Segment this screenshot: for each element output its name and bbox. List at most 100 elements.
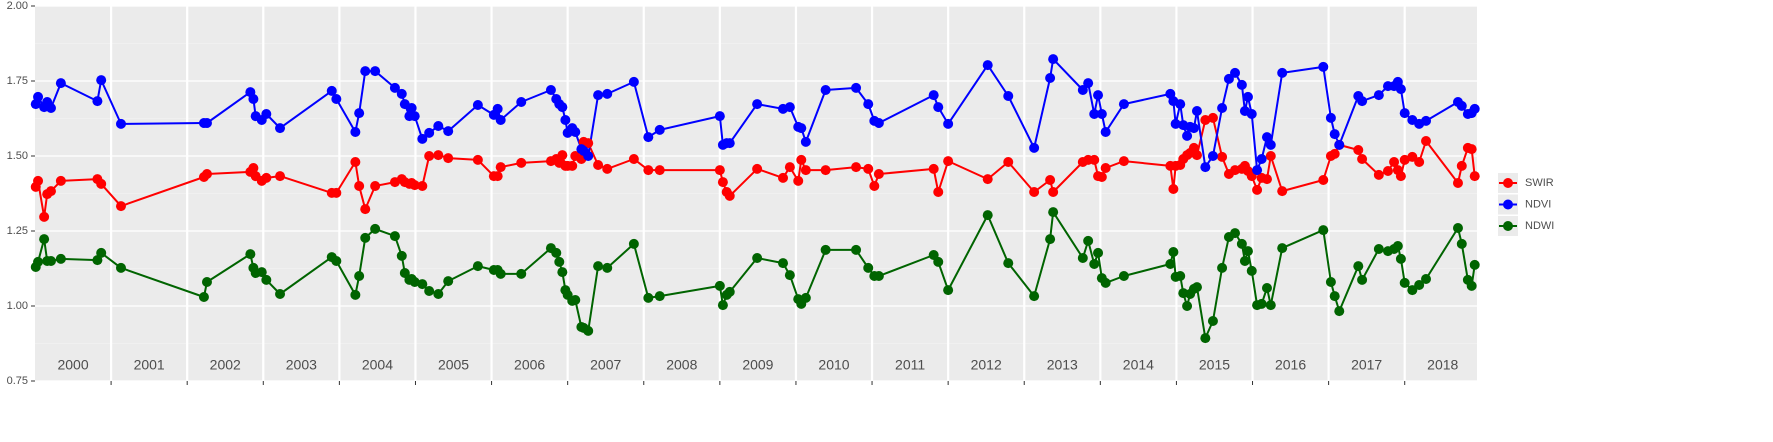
data-point (1200, 162, 1211, 173)
data-point (851, 244, 862, 255)
data-point (784, 270, 795, 281)
data-point (1265, 300, 1276, 311)
data-point (201, 118, 212, 128)
data-point (495, 268, 506, 279)
data-point (495, 162, 506, 173)
data-point (1230, 67, 1241, 78)
data-point (796, 154, 807, 165)
data-point (1329, 129, 1340, 140)
data-point (389, 82, 400, 93)
data-point (1414, 157, 1425, 167)
data-point (557, 102, 568, 113)
data-point (1168, 247, 1179, 257)
data-point (326, 85, 337, 96)
data-point (1452, 223, 1463, 233)
data-point (1382, 166, 1393, 176)
data-point (1246, 265, 1257, 276)
data-point (1003, 157, 1014, 167)
data-point (1373, 244, 1384, 254)
data-point (1093, 90, 1104, 101)
data-point (55, 253, 66, 264)
data-point (570, 295, 581, 305)
data-point (851, 162, 862, 173)
legend-marker (1503, 221, 1513, 231)
data-point (800, 136, 811, 147)
data-point (331, 94, 342, 104)
data-point (417, 279, 428, 290)
data-point (433, 289, 444, 299)
data-point (1236, 238, 1247, 249)
legend-label: SWIR (1525, 177, 1554, 189)
data-point (567, 160, 578, 171)
data-point (1265, 139, 1276, 150)
data-point (1165, 259, 1176, 269)
data-point (443, 276, 454, 287)
data-point (1089, 109, 1100, 119)
data-point (1256, 154, 1267, 164)
data-point (928, 163, 939, 174)
data-point (593, 261, 604, 272)
data-point (873, 271, 884, 281)
data-point (1096, 109, 1107, 119)
year-label: 2008 (666, 357, 697, 373)
data-point (472, 100, 483, 110)
data-point (1329, 291, 1340, 302)
data-point (96, 247, 107, 258)
data-point (1318, 175, 1329, 185)
data-point (724, 286, 735, 297)
data-point (55, 175, 66, 186)
data-point (433, 150, 444, 161)
y-tick-label: 1.75 (7, 75, 28, 87)
data-point (275, 289, 286, 299)
data-point (516, 157, 527, 168)
data-point (1407, 151, 1418, 162)
data-point (1353, 261, 1364, 272)
data-point (45, 256, 56, 266)
data-point (417, 133, 428, 144)
data-point (1217, 103, 1228, 113)
data-point (551, 247, 562, 258)
data-point (1373, 90, 1384, 101)
data-point (1089, 259, 1100, 269)
data-point (389, 231, 400, 242)
data-point (261, 109, 272, 119)
data-point (39, 211, 50, 222)
data-point (1357, 154, 1368, 164)
data-point (198, 292, 209, 302)
data-point (350, 289, 361, 300)
data-point (778, 172, 789, 183)
data-point (1100, 277, 1111, 288)
data-point (1395, 84, 1406, 95)
data-point (1318, 61, 1329, 72)
data-point (943, 118, 954, 129)
data-point (1100, 163, 1111, 173)
data-point (628, 238, 639, 249)
data-point (1175, 99, 1186, 110)
data-point (778, 258, 789, 269)
data-point (1168, 184, 1179, 194)
data-point (1329, 148, 1340, 159)
data-point (873, 118, 884, 128)
year-label: 2009 (742, 357, 773, 373)
data-point (654, 124, 665, 135)
data-point (96, 75, 107, 86)
data-point (1392, 241, 1403, 251)
year-label: 2005 (438, 357, 469, 373)
year-label: 2012 (971, 357, 1002, 373)
year-label: 2011 (895, 357, 925, 373)
data-point (717, 177, 728, 188)
data-point (1207, 316, 1218, 326)
data-point (1048, 187, 1059, 197)
data-point (33, 256, 44, 267)
data-point (1096, 172, 1107, 182)
data-point (492, 171, 503, 182)
data-point (1246, 109, 1257, 119)
data-point (33, 91, 44, 102)
data-point (115, 262, 126, 273)
data-point (643, 165, 654, 176)
data-point (1045, 73, 1056, 83)
data-point (516, 97, 527, 107)
data-point (424, 151, 435, 161)
data-point (1242, 246, 1253, 257)
data-point (396, 88, 407, 99)
